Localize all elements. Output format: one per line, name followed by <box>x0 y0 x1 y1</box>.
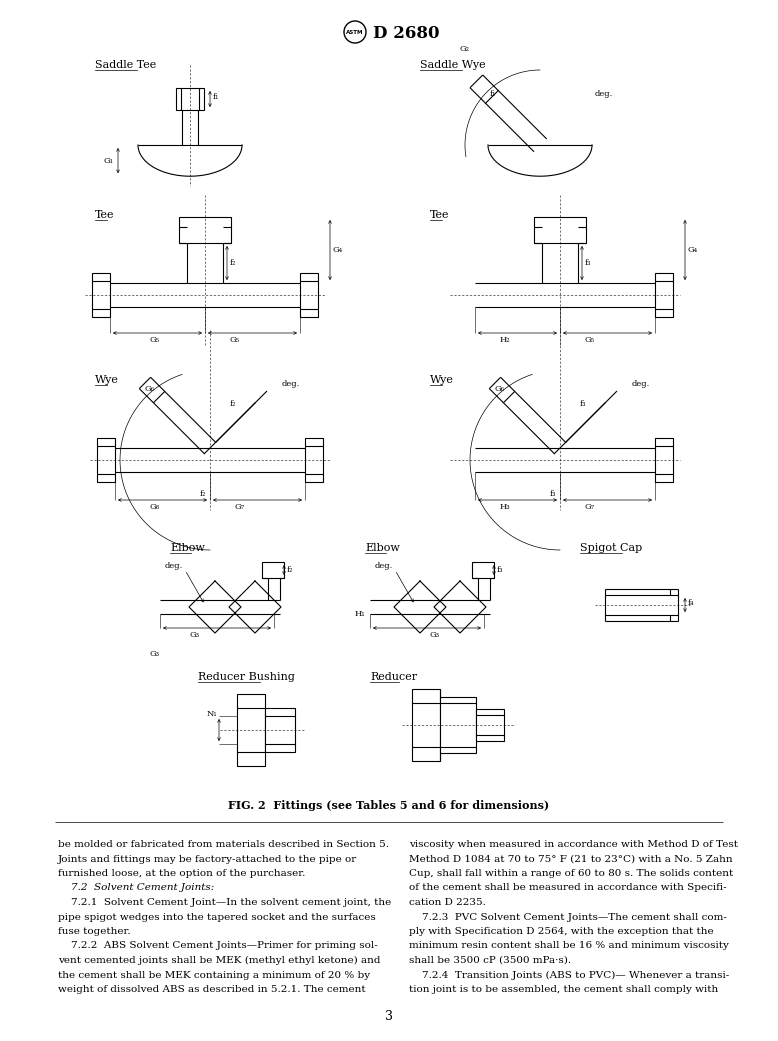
Text: ply with Specification D 2564, with the exception that the: ply with Specification D 2564, with the … <box>409 926 713 936</box>
Bar <box>262 562 284 578</box>
Text: shall be 3500 cP (3500 mPa·s).: shall be 3500 cP (3500 mPa·s). <box>409 956 571 965</box>
Bar <box>412 689 440 761</box>
Text: weight of dissolved ABS as described in 5.2.1. The cement: weight of dissolved ABS as described in … <box>58 985 366 994</box>
Text: G₇: G₇ <box>585 503 595 511</box>
Text: G₃: G₃ <box>150 650 160 658</box>
Text: G₈: G₈ <box>150 503 160 511</box>
Text: Tee: Tee <box>95 210 114 220</box>
Text: G₆: G₆ <box>145 385 155 393</box>
Text: pipe spigot wedges into the tapered socket and the surfaces: pipe spigot wedges into the tapered sock… <box>58 913 376 921</box>
Bar <box>179 217 231 243</box>
Text: G₅: G₅ <box>150 336 160 344</box>
Bar <box>655 273 673 318</box>
Text: Wye: Wye <box>430 375 454 385</box>
Text: of the cement shall be measured in accordance with Specifi-: of the cement shall be measured in accor… <box>409 884 727 892</box>
Text: ASTM: ASTM <box>346 29 364 34</box>
Bar <box>534 217 586 243</box>
Text: Cup, shall fall within a range of 60 to 80 s. The solids content: Cup, shall fall within a range of 60 to … <box>409 869 733 878</box>
Text: 7.2.1  Solvent Cement Joint—In the solvent cement joint, the: 7.2.1 Solvent Cement Joint—In the solven… <box>58 898 391 907</box>
Bar <box>305 438 323 482</box>
Bar <box>476 709 504 741</box>
Text: viscosity when measured in accordance with Method D of Test: viscosity when measured in accordance wi… <box>409 840 738 849</box>
Text: G₂: G₂ <box>460 45 470 53</box>
Bar <box>440 697 476 753</box>
Text: Elbow: Elbow <box>365 543 400 553</box>
Text: f₂: f₂ <box>230 259 237 266</box>
Text: f₃: f₃ <box>497 566 503 574</box>
Text: 7.2.3  PVC Solvent Cement Joints—The cement shall com-: 7.2.3 PVC Solvent Cement Joints—The ceme… <box>409 913 727 921</box>
Text: G₅: G₅ <box>230 336 240 344</box>
Text: Reducer Bushing: Reducer Bushing <box>198 672 295 682</box>
Text: f₄: f₄ <box>688 599 695 607</box>
Text: deg.: deg. <box>595 90 613 98</box>
Text: the cement shall be MEK containing a minimum of 20 % by: the cement shall be MEK containing a min… <box>58 970 370 980</box>
Text: f₃: f₃ <box>580 400 587 408</box>
Bar <box>655 438 673 482</box>
Text: cation D 2235.: cation D 2235. <box>409 898 486 907</box>
Text: 7.2.4  Transition Joints (ABS to PVC)— Whenever a transi-: 7.2.4 Transition Joints (ABS to PVC)— Wh… <box>409 970 729 980</box>
Text: Elbow: Elbow <box>170 543 205 553</box>
Text: Tee: Tee <box>430 210 450 220</box>
Text: f₂: f₂ <box>230 400 237 408</box>
Text: D 2680: D 2680 <box>373 25 440 43</box>
Text: f₂: f₂ <box>287 566 293 574</box>
Text: FIG. 2  Fittings (see Tables 5 and 6 for dimensions): FIG. 2 Fittings (see Tables 5 and 6 for … <box>229 799 549 811</box>
Text: deg.: deg. <box>165 562 184 570</box>
Text: Wye: Wye <box>95 375 119 385</box>
Text: Reducer: Reducer <box>370 672 417 682</box>
Bar <box>237 694 265 766</box>
Text: G₆: G₆ <box>495 385 505 393</box>
Text: G₃: G₃ <box>430 631 440 639</box>
Bar <box>176 88 204 110</box>
Text: deg.: deg. <box>632 380 650 388</box>
Text: H₁: H₁ <box>355 610 366 618</box>
Text: f₁: f₁ <box>213 93 219 101</box>
Text: Saddle Wye: Saddle Wye <box>420 60 485 70</box>
Text: f₃: f₃ <box>550 490 556 498</box>
Text: furnished loose, at the option of the purchaser.: furnished loose, at the option of the pu… <box>58 869 306 878</box>
Text: f₃: f₃ <box>585 259 591 266</box>
Bar <box>92 273 110 318</box>
Text: Spigot Cap: Spigot Cap <box>580 543 643 553</box>
Text: deg.: deg. <box>375 562 393 570</box>
Text: f₂: f₂ <box>200 490 206 498</box>
Text: G₃: G₃ <box>190 631 200 639</box>
Text: 7.2  Solvent Cement Joints:: 7.2 Solvent Cement Joints: <box>58 884 214 892</box>
Text: vent cemented joints shall be MEK (methyl ethyl ketone) and: vent cemented joints shall be MEK (methy… <box>58 956 380 965</box>
Text: minimum resin content shall be 16 % and minimum viscosity: minimum resin content shall be 16 % and … <box>409 941 729 950</box>
Bar <box>472 562 494 578</box>
Text: be molded or fabricated from materials described in Section 5.: be molded or fabricated from materials d… <box>58 840 389 849</box>
Bar <box>97 438 115 482</box>
Text: Method D 1084 at 70 to 75° F (21 to 23°C) with a No. 5 Zahn: Method D 1084 at 70 to 75° F (21 to 23°C… <box>409 855 733 863</box>
Text: f₁: f₁ <box>490 90 496 98</box>
Text: H₂: H₂ <box>500 336 510 344</box>
Text: G₄: G₄ <box>688 246 698 254</box>
Text: H₃: H₃ <box>500 503 510 511</box>
Text: 3: 3 <box>385 1010 393 1023</box>
Text: G₇: G₇ <box>235 503 245 511</box>
Text: G₁: G₁ <box>104 156 114 164</box>
Text: G₄: G₄ <box>333 246 343 254</box>
Text: deg.: deg. <box>282 380 300 388</box>
Text: N₁: N₁ <box>207 710 218 718</box>
Text: 7.2.2  ABS Solvent Cement Joints—Primer for priming sol-: 7.2.2 ABS Solvent Cement Joints—Primer f… <box>58 941 378 950</box>
Text: tion joint is to be assembled, the cement shall comply with: tion joint is to be assembled, the cemen… <box>409 985 718 994</box>
Text: fuse together.: fuse together. <box>58 926 131 936</box>
Text: G₅: G₅ <box>585 336 595 344</box>
Text: Joints and fittings may be factory-attached to the pipe or: Joints and fittings may be factory-attac… <box>58 855 357 863</box>
Bar <box>300 273 318 318</box>
Text: Saddle Tee: Saddle Tee <box>95 60 156 70</box>
Bar <box>265 708 295 752</box>
